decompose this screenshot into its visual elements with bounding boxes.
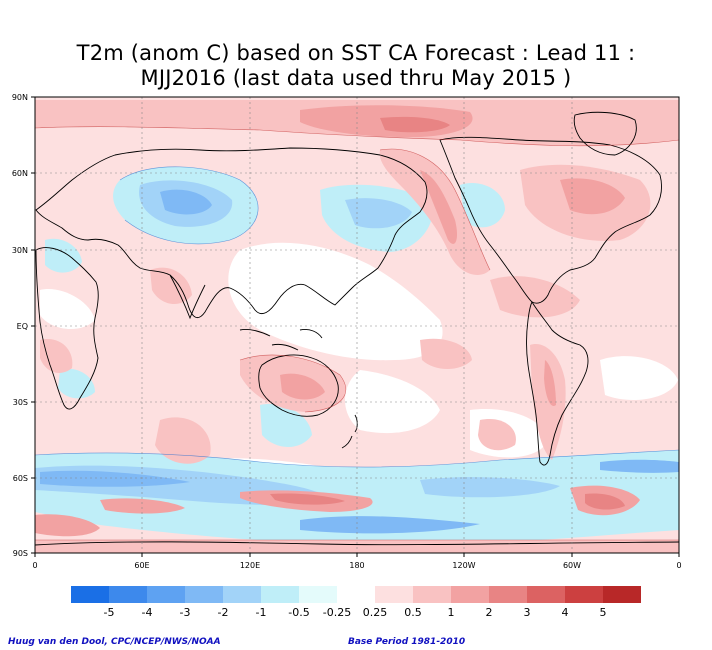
lon-label-0-right: 0 xyxy=(676,561,681,570)
lon-label-60w: 60W xyxy=(563,561,581,570)
colorbar-swatch xyxy=(261,586,299,603)
lon-label-120w: 120W xyxy=(452,561,475,570)
colorbar-label: -5 xyxy=(104,606,115,619)
lon-label-0-left: 0 xyxy=(32,561,37,570)
map-title-line-1: T2m (anom C) based on SST CA Forecast : … xyxy=(76,41,636,65)
colorbar-label: 0.5 xyxy=(404,606,422,619)
colorbar-label: -4 xyxy=(142,606,153,619)
base-period: Base Period 1981-2010 xyxy=(348,637,466,647)
colorbar-swatch xyxy=(451,586,489,603)
colorbar-swatch xyxy=(565,586,603,603)
colorbar-swatch xyxy=(185,586,223,603)
lon-label-180: 180 xyxy=(349,561,364,570)
lat-label-60s: 60S xyxy=(13,474,28,483)
coastlines xyxy=(35,111,679,546)
author-credit: Huug van den Dool, CPC/NCEP/NWS/NOAA xyxy=(8,637,221,647)
colorbar-swatch xyxy=(299,586,337,603)
anomaly-field xyxy=(35,97,679,553)
contour-lines xyxy=(35,126,679,541)
colorbar-swatch xyxy=(337,586,375,603)
colorbar-swatch xyxy=(147,586,185,603)
longitude-labels: 0 60E 120E 180 120W 60W 0 xyxy=(32,561,681,570)
colorbar-label: -3 xyxy=(180,606,191,619)
colorbar-label: -2 xyxy=(218,606,229,619)
colorbar-swatch xyxy=(603,586,641,603)
colorbar-label: 0.25 xyxy=(363,606,388,619)
colorbar-swatch xyxy=(489,586,527,603)
colorbar-label: -1 xyxy=(256,606,267,619)
colorbar-label: 3 xyxy=(524,606,531,619)
colorbar-label: 4 xyxy=(562,606,569,619)
lon-label-60e: 60E xyxy=(134,561,149,570)
lon-label-120e: 120E xyxy=(240,561,260,570)
lat-label-60n: 60N xyxy=(12,169,28,178)
negative-contour-lines xyxy=(35,166,679,468)
lat-label-90n: 90N xyxy=(12,93,28,102)
colorbar-swatch xyxy=(223,586,261,603)
colorbar-swatch xyxy=(109,586,147,603)
latitude-labels: 90N 60N 30N EQ 30S 60S 90S xyxy=(12,93,28,558)
colorbar-label: 1 xyxy=(448,606,455,619)
gridlines xyxy=(35,97,679,553)
lat-label-30s: 30S xyxy=(13,398,28,407)
colorbar-swatch xyxy=(375,586,413,603)
colorbar-label: 5 xyxy=(600,606,607,619)
colorbar: -5 -4 -3 -2 -1 -0.5 -0.25 0.25 0.5 1 2 3 4 5 xyxy=(71,586,641,619)
colorbar-label: 2 xyxy=(486,606,493,619)
colorbar-swatch xyxy=(527,586,565,603)
axis-ticks xyxy=(31,96,680,557)
map-title-line-2: MJJ2016 (last data used thru May 2015 ) xyxy=(140,66,572,90)
colorbar-swatch xyxy=(413,586,451,603)
colorbar-label: -0.25 xyxy=(323,606,351,619)
lat-label-90s: 90S xyxy=(13,549,28,558)
lat-label-30n: 30N xyxy=(12,246,28,255)
colorbar-label: -0.5 xyxy=(288,606,309,619)
colorbar-swatch xyxy=(71,586,109,603)
lat-label-eq: EQ xyxy=(17,322,28,331)
